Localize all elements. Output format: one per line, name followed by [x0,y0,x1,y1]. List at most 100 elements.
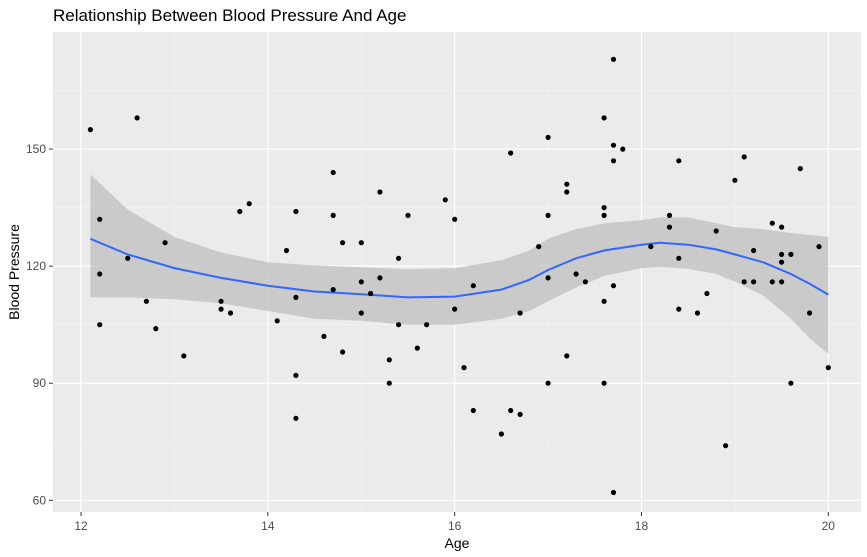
y-tick-label: 60 [33,493,47,507]
y-tick-label: 150 [26,142,46,156]
data-point [386,380,392,386]
data-point [386,357,392,363]
data-point [181,353,187,359]
data-point [779,224,785,230]
data-point [358,310,364,316]
data-point [508,407,514,414]
data-point [601,115,607,121]
data-point [610,489,617,496]
data-point [452,216,458,222]
data-point [666,212,673,218]
data-point [293,415,299,421]
data-point [797,166,803,172]
data-point [610,158,617,164]
data-point [620,146,626,152]
data-point [788,251,794,257]
data-point [741,154,747,160]
data-point [237,208,243,215]
chart-title: Relationship Between Blood Pressure And … [53,6,407,25]
data-point [424,322,430,328]
data-point [321,333,327,339]
data-point [470,283,476,289]
data-point [414,345,420,351]
data-point [358,279,364,285]
data-point [125,255,131,261]
data-point [573,271,579,277]
data-points [87,56,831,496]
data-point [97,322,103,328]
data-point [377,189,383,195]
data-point [340,240,346,246]
data-point [807,310,813,316]
data-point [545,275,551,281]
data-point [601,212,607,218]
data-point [732,177,738,183]
data-point [377,275,383,281]
data-point [358,240,364,246]
data-point [825,365,831,371]
x-tick-label: 18 [635,519,649,533]
loess-smooth-line [90,237,829,299]
data-point [218,298,224,304]
data-point [723,443,729,449]
y-axis-label: Blood Pressure [6,224,22,320]
data-point [601,380,607,386]
data-point [97,216,103,222]
data-point [143,298,149,304]
data-point [396,255,402,261]
data-point [246,201,252,207]
data-point [610,283,617,289]
data-point [779,279,785,285]
data-point [330,287,336,293]
data-point [461,365,467,371]
x-tick-labels: 12 14 16 18 20 [74,519,835,533]
data-point [648,244,654,250]
data-point [274,318,280,324]
data-point [676,306,682,312]
y-tick-labels: 60 90 120 150 [26,142,46,507]
data-point [582,279,589,285]
data-point [293,208,299,215]
data-point [601,298,607,304]
data-point [769,279,775,285]
data-point [330,169,336,176]
x-tick-label: 12 [74,519,88,533]
data-point [340,349,346,355]
data-point [545,134,551,140]
data-point [293,294,299,300]
data-point [601,205,607,211]
data-point [564,181,570,187]
data-point [517,411,523,417]
data-point [452,306,458,312]
data-point [134,115,140,121]
data-point [704,290,710,297]
data-point [218,306,224,312]
x-axis-label: Age [445,535,470,551]
data-point [442,197,448,203]
data-point [751,279,757,285]
data-point [610,142,617,148]
data-point [694,310,701,316]
data-point [788,380,794,386]
data-point [293,372,299,378]
data-point [751,247,757,254]
y-tick-label: 90 [33,376,47,390]
data-point [676,158,682,164]
x-tick-label: 16 [448,519,462,533]
data-point [87,127,93,133]
data-point [498,431,504,437]
major-gridlines [53,32,861,512]
data-point [153,326,159,332]
data-point [97,271,103,277]
data-point [517,310,523,316]
data-point [713,228,719,234]
data-point [396,322,402,328]
confidence-ribbon [90,174,829,354]
data-point [779,251,785,257]
data-point [564,353,570,359]
data-point [564,189,570,195]
data-point [741,279,747,285]
axis-ticks [49,148,829,516]
x-tick-label: 14 [261,519,275,533]
